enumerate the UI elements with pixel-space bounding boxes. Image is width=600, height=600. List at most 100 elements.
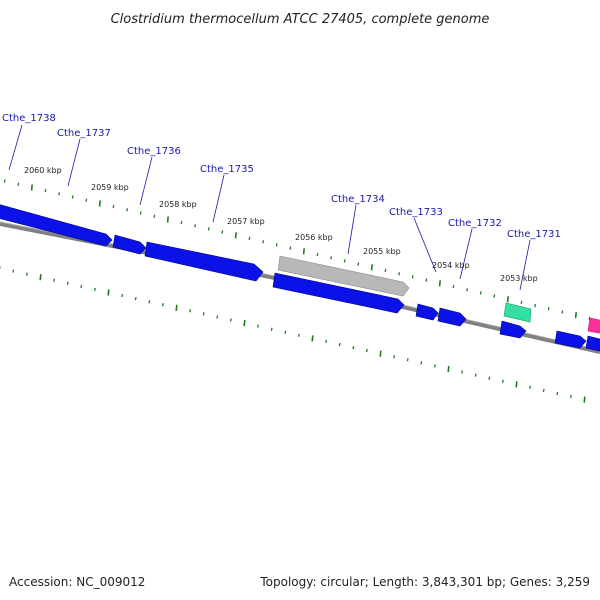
minor-tick xyxy=(343,259,346,263)
gene-leader-line xyxy=(139,156,153,206)
minor-tick xyxy=(3,179,6,183)
minor-tick xyxy=(257,324,260,328)
minor-tick xyxy=(316,252,319,257)
minor-tick xyxy=(153,214,156,218)
minor-tick xyxy=(180,220,183,225)
kbp-label: 2060 kbp xyxy=(24,166,62,175)
inner-tick-ring xyxy=(0,266,586,403)
minor-tick xyxy=(520,300,523,305)
minor-tick xyxy=(66,281,69,285)
accession-label: Accession: NC_009012 xyxy=(9,575,145,589)
kbp-label: 2055 kbp xyxy=(363,247,401,256)
minor-tick xyxy=(352,345,355,350)
minor-tick xyxy=(25,272,28,276)
minor-tick xyxy=(44,188,47,193)
minor-tick xyxy=(493,294,496,298)
minor-tick xyxy=(425,278,428,282)
feature-arrow-cds[interactable] xyxy=(585,335,600,352)
minor-tick xyxy=(588,316,591,321)
minor-tick xyxy=(126,208,129,212)
minor-tick xyxy=(248,236,251,241)
gene-label[interactable]: Cthe_1734 xyxy=(331,194,385,205)
minor-tick xyxy=(80,284,83,289)
gene-label[interactable]: Cthe_1737 xyxy=(57,128,111,139)
minor-tick xyxy=(229,318,232,322)
feature-arrow-cds[interactable] xyxy=(112,234,147,255)
minor-tick xyxy=(474,373,477,377)
gene-labels: Cthe_1738 Cthe_1737 Cthe_1736 Cthe_1735 … xyxy=(2,113,561,240)
gene-leader-line xyxy=(67,138,81,187)
major-tick xyxy=(166,216,169,223)
feature-arrow-cds[interactable] xyxy=(144,241,264,282)
minor-tick xyxy=(85,198,88,202)
gene-label[interactable]: Cthe_1735 xyxy=(200,164,254,175)
minor-tick xyxy=(325,339,328,344)
major-tick xyxy=(302,248,305,255)
minor-tick xyxy=(338,342,341,347)
minor-tick xyxy=(561,310,564,314)
minor-tick xyxy=(384,268,387,273)
major-tick xyxy=(175,304,178,311)
gene-label[interactable]: Cthe_1731 xyxy=(507,229,561,240)
feature-box-misc[interactable] xyxy=(587,317,600,334)
kbp-label: 2059 kbp xyxy=(91,183,129,192)
feature-arrow-cds[interactable] xyxy=(499,320,527,339)
major-tick xyxy=(583,396,586,403)
minor-tick xyxy=(121,293,124,298)
gene-leader-line xyxy=(459,228,473,280)
minor-tick xyxy=(262,240,265,244)
minor-tick xyxy=(112,204,115,209)
feature-arrow-cds[interactable] xyxy=(0,203,113,247)
minor-tick xyxy=(433,364,436,368)
feature-arrow-cds[interactable] xyxy=(415,303,439,321)
gene-label[interactable]: Cthe_1736 xyxy=(127,146,181,157)
minor-tick xyxy=(289,246,292,250)
minor-tick xyxy=(398,272,401,276)
map-title: Clostridium thermocellum ATCC 27405, com… xyxy=(111,12,490,27)
minor-tick xyxy=(207,227,210,231)
minor-tick xyxy=(216,315,219,319)
minor-tick xyxy=(406,358,409,362)
major-tick xyxy=(243,320,246,327)
gene-leader-line xyxy=(347,204,357,255)
major-tick xyxy=(574,312,577,319)
feature-arrow-cds[interactable] xyxy=(272,272,405,314)
minor-tick xyxy=(17,182,20,186)
gene-leader-line xyxy=(519,239,531,291)
kbp-label: 2057 kbp xyxy=(227,217,265,226)
kbp-label: 2058 kbp xyxy=(159,200,197,209)
minor-tick xyxy=(71,195,74,199)
minor-tick xyxy=(297,333,300,337)
kbp-label: 2056 kbp xyxy=(295,233,333,242)
feature-arrow-cds[interactable] xyxy=(554,330,587,349)
minor-tick xyxy=(93,287,96,292)
gene-label[interactable]: Cthe_1732 xyxy=(448,218,502,229)
minor-tick xyxy=(542,388,545,393)
minor-tick xyxy=(139,211,142,215)
minor-tick xyxy=(58,192,61,196)
major-tick xyxy=(515,381,518,388)
minor-tick xyxy=(53,278,56,282)
major-tick xyxy=(234,232,237,239)
minor-tick xyxy=(221,230,224,234)
major-tick xyxy=(379,350,382,357)
feature-arrow-cds[interactable] xyxy=(437,307,467,327)
minor-tick xyxy=(189,309,192,313)
minor-tick xyxy=(529,385,532,389)
minor-tick xyxy=(357,262,360,266)
gene-leader-line xyxy=(8,124,23,171)
gene-leader-line xyxy=(413,217,437,273)
minor-tick xyxy=(161,303,164,307)
gene-leaders xyxy=(8,124,531,291)
major-tick xyxy=(39,274,42,281)
gene-label[interactable]: Cthe_1733 xyxy=(389,207,443,218)
feature-arrow-pseudogene[interactable] xyxy=(277,255,410,297)
gene-label[interactable]: Cthe_1738 xyxy=(2,113,56,124)
major-tick xyxy=(107,289,110,296)
minor-tick xyxy=(556,391,559,396)
gene-leader-line xyxy=(212,174,225,223)
kbp-label: 2054 kbp xyxy=(432,261,470,270)
major-tick xyxy=(30,184,33,191)
feature-box-rna[interactable] xyxy=(503,302,532,323)
